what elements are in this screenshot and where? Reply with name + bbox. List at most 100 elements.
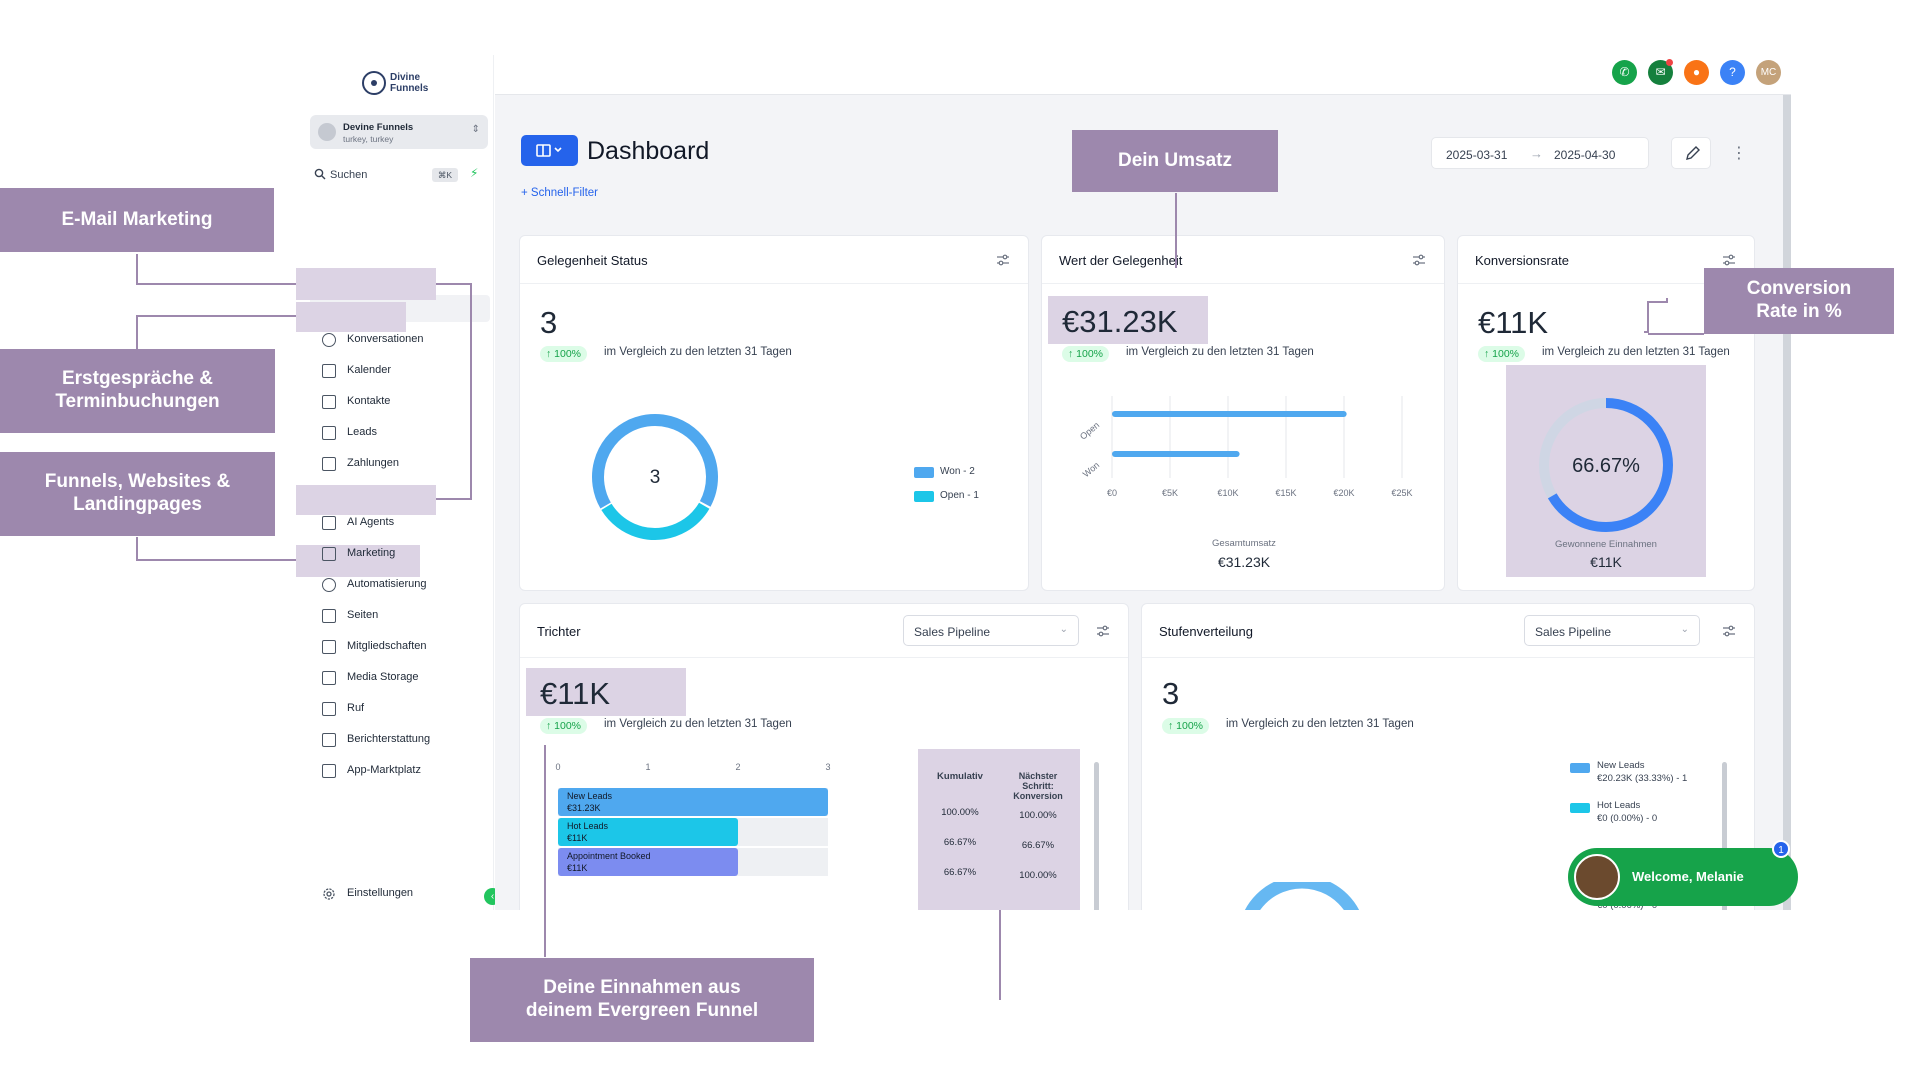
x-tick-label: €10K xyxy=(1217,488,1238,498)
sidebar-item-kalender[interactable]: Kalender xyxy=(310,357,490,384)
pencil-icon xyxy=(1686,146,1700,160)
sidebar-item-konversationen[interactable]: Konversationen xyxy=(310,326,490,353)
x-tick-label: €20K xyxy=(1333,488,1354,498)
sidebar-item-label: Seiten xyxy=(347,609,379,621)
apps-icon xyxy=(322,764,336,778)
chevron-updown-icon: ⇕ xyxy=(471,124,480,135)
funnel-next-conversion-value: 66.67% xyxy=(1021,840,1055,851)
funnel-stage-name: Hot Leads xyxy=(567,821,609,831)
sliders-icon[interactable] xyxy=(1722,624,1736,638)
sidebar-item-settings[interactable]: Einstellungen xyxy=(310,880,490,907)
trend-badge: ↑ 100% xyxy=(1478,346,1526,362)
funnel-stage-amount: €11K xyxy=(567,863,587,873)
card-header: Konversionsrate xyxy=(1458,236,1754,284)
sidebar-item-media-storage[interactable]: Media Storage xyxy=(310,664,490,691)
compare-text: im Vergleich zu den letzten 31 Tagen xyxy=(1226,718,1414,730)
more-options-icon[interactable]: ⋮ xyxy=(1731,145,1747,162)
search-input[interactable] xyxy=(330,165,420,185)
legend-open: Open - 1 xyxy=(940,490,979,501)
sidebar-item-automatisierung[interactable]: Automatisierung xyxy=(310,571,490,598)
legend-title: New Leads xyxy=(1597,760,1645,771)
legend-swatch-won xyxy=(914,467,934,478)
sidebar-item-label: Einstellungen xyxy=(347,887,414,899)
search-shortcut: ⌘K xyxy=(432,168,458,182)
sidebar-item-berichterstattung[interactable]: Berichterstattung xyxy=(310,726,490,753)
funnel-cumulative-value: 66.67% xyxy=(943,867,977,878)
conversion-gauge: 66.67% xyxy=(1539,398,1673,532)
avatar xyxy=(1574,854,1620,900)
main-scrollbar[interactable] xyxy=(1783,95,1791,910)
x-tick-label: €25K xyxy=(1391,488,1412,498)
stage-scrollbar[interactable] xyxy=(1722,762,1727,910)
sliders-icon[interactable] xyxy=(1412,253,1426,267)
bell-icon[interactable]: ● xyxy=(1684,60,1709,85)
compare-text: im Vergleich zu den letzten 31 Tagen xyxy=(604,718,792,730)
donut-slice-won xyxy=(592,414,718,540)
help-icon[interactable]: ? xyxy=(1720,60,1745,85)
annotation-line-2: deinem Evergreen Funnel xyxy=(525,1000,759,1021)
won-revenue-value: €11K xyxy=(1590,554,1622,570)
funnel-scrollbar[interactable] xyxy=(1094,762,1099,910)
search-box: ⌘K xyxy=(312,165,460,185)
sidebar-item-kontakte[interactable]: Kontakte xyxy=(310,388,490,415)
sidebar-item-label: AI Agents xyxy=(347,516,395,528)
sidebar-item-label: Leads xyxy=(347,426,377,438)
sliders-icon[interactable] xyxy=(1096,624,1110,638)
pipeline-select[interactable]: Sales Pipeline ⌄ xyxy=(903,615,1079,646)
sidebar-item-marketing[interactable]: Marketing xyxy=(310,540,490,567)
sidebar-item-label: Marketing xyxy=(347,547,396,559)
legend-swatch-new-leads xyxy=(1570,763,1590,773)
sidebar: Divine Funnels Devine Funnels turkey, tu… xyxy=(302,55,501,910)
logo-line-2: Funnels xyxy=(390,83,429,94)
automation-icon xyxy=(322,578,336,592)
x-tick-label: 1 xyxy=(645,762,650,772)
dashboard-switcher-button[interactable] xyxy=(521,135,578,166)
pipeline-select[interactable]: Sales Pipeline ⌄ xyxy=(1524,615,1700,646)
sidebar-item-ai-agents[interactable]: AI Agents xyxy=(310,509,490,536)
logo[interactable]: Divine Funnels xyxy=(362,71,450,95)
sidebar-item-seiten[interactable]: Seiten xyxy=(310,602,490,629)
sliders-icon[interactable] xyxy=(1722,253,1736,267)
date-from: 2025-03-31 xyxy=(1446,148,1508,162)
sidebar-item-leads[interactable]: Leads xyxy=(310,419,490,446)
quick-filter-button[interactable]: + Schnell-Filter xyxy=(521,187,599,199)
lightning-icon[interactable]: ⚡ xyxy=(470,166,479,180)
funnel-stage-name: New Leads xyxy=(567,791,613,801)
card-title: Konversionsrate xyxy=(1475,253,1569,268)
col-next-line-3: Konversion xyxy=(1013,791,1063,801)
pages-icon xyxy=(322,609,336,623)
col-next-step: Nächster Schritt: Konversion xyxy=(1002,771,1074,801)
star-icon xyxy=(322,702,336,716)
sliders-icon[interactable] xyxy=(996,253,1010,267)
annotation-conversion-rate: Conversion Rate in % xyxy=(1704,268,1894,334)
sidebar-item-label: Mitgliedschaften xyxy=(347,640,427,652)
user-avatar[interactable]: MC xyxy=(1756,60,1781,85)
annotation-line-2: Landingpages xyxy=(73,494,202,515)
pipeline-select-value: Sales Pipeline xyxy=(914,625,991,639)
funnel-value-highlight xyxy=(526,668,686,716)
sidebar-item-app-marktplatz[interactable]: App-Marktplatz xyxy=(310,757,490,784)
x-tick-label: €5K xyxy=(1162,488,1178,498)
date-to: 2025-04-30 xyxy=(1554,148,1616,162)
annotation-evergreen-income: Deine Einnahmen aus deinem Evergreen Fun… xyxy=(470,958,814,1042)
x-tick-label: 0 xyxy=(555,762,560,772)
trend-badge: ↑ 100% xyxy=(540,346,588,362)
legend-hot-leads: Hot Leads €0 (0.00%) - 0 xyxy=(1597,799,1657,825)
sidebar-item-zahlungen[interactable]: Zahlungen xyxy=(310,450,490,477)
chat-widget[interactable]: Welcome, Melanie xyxy=(1568,848,1798,906)
compare-text: im Vergleich zu den letzten 31 Tagen xyxy=(1542,346,1730,358)
sidebar-item-label: Media Storage xyxy=(347,671,419,683)
trend-icon xyxy=(322,733,336,747)
account-avatar xyxy=(318,123,336,141)
logo-text: Divine Funnels xyxy=(390,72,450,94)
sidebar-item-ruf[interactable]: Ruf xyxy=(310,695,490,722)
account-switcher[interactable]: Devine Funnels turkey, turkey ⇕ xyxy=(310,115,488,149)
edit-dashboard-button[interactable] xyxy=(1671,137,1711,169)
sidebar-item-mitgliedschaften[interactable]: Mitgliedschaften xyxy=(310,633,490,660)
phone-icon[interactable]: ✆ xyxy=(1612,60,1637,85)
date-range-picker[interactable]: 2025-03-31 → 2025-04-30 xyxy=(1431,137,1649,169)
chart-x-label: Gesamtumsatz xyxy=(1212,538,1276,549)
legend-detail: €20.23K (33.33%) - 1 xyxy=(1597,773,1688,784)
funnel-bar xyxy=(558,818,738,846)
card-value: €31.23K xyxy=(1062,304,1178,339)
